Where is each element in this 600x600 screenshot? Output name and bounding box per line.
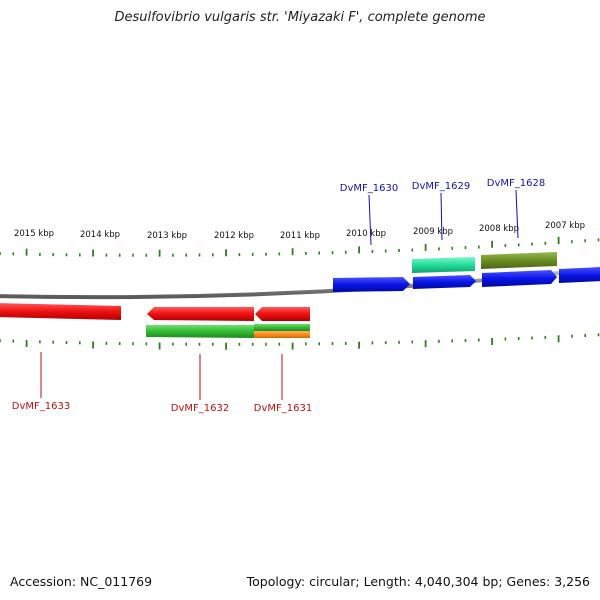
- gene-label-1632[interactable]: DvMF_1632: [171, 403, 229, 414]
- gene-labels: DvMF_1633 DvMF_1632 DvMF_1631 DvMF_1630 …: [12, 178, 545, 414]
- forward-strand-features: [333, 252, 600, 292]
- gene-label-1633[interactable]: DvMF_1633: [12, 401, 70, 412]
- feature-orange-1631[interactable]: [254, 331, 310, 338]
- scale-label: 2012 kbp: [214, 231, 254, 241]
- cds-dvmf-1629[interactable]: [413, 275, 476, 289]
- scale-labels: 2015 kbp 2014 kbp 2013 kbp 2012 kbp 2011…: [14, 221, 585, 241]
- leader-line-1628: [515, 189, 519, 239]
- feature-teal-1629[interactable]: [412, 257, 475, 273]
- scale-label: 2013 kbp: [147, 231, 187, 241]
- cds-dvmf-1632[interactable]: [147, 307, 254, 321]
- scale-label: 2015 kbp: [14, 229, 54, 239]
- cds-dvmf-1628[interactable]: [482, 270, 557, 287]
- scale-label: 2011 kbp: [280, 231, 320, 241]
- gene-label-1628[interactable]: DvMF_1628: [487, 178, 545, 189]
- inner-tick-marks: [0, 333, 600, 350]
- scale-label: 2009 kbp: [413, 227, 453, 237]
- reverse-strand-features: [0, 303, 310, 338]
- label-leaders: [40, 189, 519, 400]
- outer-tick-marks: [0, 237, 600, 257]
- scale-label: 2007 kbp: [545, 221, 585, 231]
- scale-label: 2014 kbp: [80, 230, 120, 240]
- gene-label-1629[interactable]: DvMF_1629: [412, 181, 470, 192]
- cds-dvmf-1630[interactable]: [333, 277, 410, 292]
- feature-green-1631[interactable]: [254, 324, 310, 331]
- leader-line-1630: [368, 194, 372, 246]
- scale-label: 2008 kbp: [479, 224, 519, 234]
- scale-label: 2010 kbp: [346, 229, 386, 239]
- leader-line-1629: [440, 192, 443, 241]
- accession-text: Accession: NC_011769: [10, 574, 153, 589]
- feature-green-1632[interactable]: [146, 325, 254, 338]
- map-title: Desulfovibrio vulgaris str. 'Miyazaki F'…: [114, 10, 486, 25]
- cds-dvmf-1633[interactable]: [0, 303, 121, 320]
- cds-next-forward[interactable]: [559, 267, 600, 283]
- gene-label-1630[interactable]: DvMF_1630: [340, 183, 398, 194]
- cds-dvmf-1631[interactable]: [255, 307, 310, 321]
- genome-summary-text: Topology: circular; Length: 4,040,304 bp…: [246, 574, 590, 589]
- feature-olive-1628[interactable]: [481, 252, 557, 269]
- gene-label-1631[interactable]: DvMF_1631: [254, 403, 312, 414]
